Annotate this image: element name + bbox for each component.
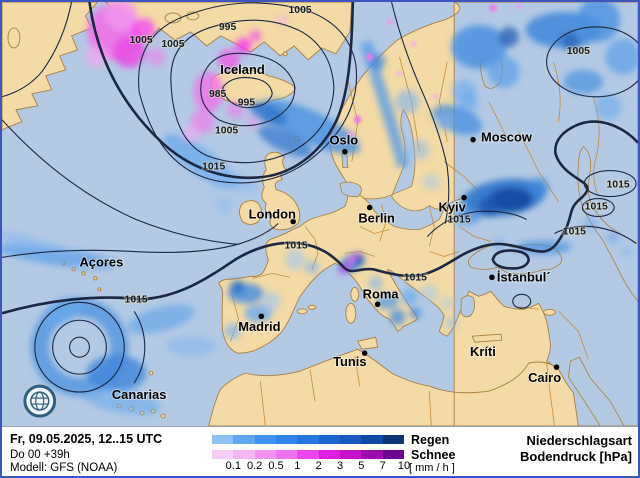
land-greenland (2, 2, 98, 131)
scale-segment (275, 435, 298, 444)
city-dot (258, 313, 265, 320)
scale-tick: 1 (294, 460, 301, 472)
weather-map[interactable]: 995 1005 1005 1005 985 995 1005 1015 1005 1015 101… (2, 2, 638, 426)
scale-segment (212, 450, 234, 459)
city-dot (489, 274, 495, 281)
pressure-label: 1015 (202, 162, 225, 173)
city-label: Moscow (481, 130, 533, 145)
city-label: Cairo (528, 370, 561, 385)
city-dot (366, 204, 373, 211)
precip-rain (2, 2, 638, 415)
land-corsica (350, 286, 360, 302)
scale-tick: 5 (358, 460, 365, 472)
city-label: Berlin (358, 210, 395, 225)
scale-segment (254, 435, 276, 444)
scale-segment (361, 435, 383, 444)
pressure-label: 1005 (215, 126, 238, 137)
city-dot (470, 136, 476, 143)
scale-segment (297, 450, 319, 459)
pressure-label: 1015 (285, 240, 308, 251)
scale-segment (318, 450, 340, 459)
city-dot (553, 364, 560, 370)
rain-label: Regen (411, 433, 450, 447)
unit-label: [ mm / h ] (409, 462, 455, 474)
scale-tick: 0.2 (247, 460, 263, 472)
pressure-label: 1015 (125, 294, 148, 305)
land-sardinia (345, 302, 357, 324)
land-sicily (357, 336, 379, 350)
pressure-label: 1015 (448, 214, 471, 225)
site-logo[interactable] (23, 384, 57, 418)
scale-segment (233, 435, 255, 444)
scale-tick: 0.1 (225, 460, 241, 472)
isobar-bold-north (88, 2, 355, 180)
city-dot (290, 218, 296, 225)
city-dot (461, 194, 467, 201)
scale-segment (339, 450, 362, 459)
city-dot (361, 350, 368, 356)
scale-tick: 10 (397, 460, 411, 472)
scale-tick: 2 (315, 460, 322, 472)
scale-segment (318, 435, 340, 444)
city-label: Oslo (329, 133, 358, 148)
city-label: İstanbul´ (497, 269, 551, 284)
scale-segment (297, 435, 319, 444)
region-label: Canarias (112, 387, 167, 402)
pressure-title: Bodendruck [hPa] (520, 449, 632, 464)
region-label: Açores (79, 254, 123, 269)
scale-tick: 0.5 (268, 460, 284, 472)
land-ireland (239, 200, 262, 225)
pressure-label: 1005 (289, 5, 312, 16)
scale-tick: 7 (379, 460, 386, 472)
scale-segment (382, 450, 404, 459)
sea-skagerrak (339, 181, 362, 198)
snow-label: Schnee (411, 448, 456, 462)
city-label: Madrid (238, 319, 280, 334)
pressure-label: 1005 (130, 35, 153, 46)
region-label: Iceland (220, 62, 265, 77)
scale-tick: 3 (336, 460, 344, 472)
city-label: Roma (363, 286, 400, 301)
scale-segment (275, 450, 298, 459)
inland-seas (339, 56, 638, 426)
isobars (2, 2, 638, 393)
isobar-bold-main (2, 120, 638, 315)
land-crete (471, 333, 503, 343)
snow-color-scale (212, 450, 404, 459)
scale-segment (233, 450, 255, 459)
scale-ticks: 0.1 0.2 0.5 1 2 3 5 7 10 (2, 460, 638, 474)
pressure-label: 995 (238, 98, 256, 109)
legend-panel: Fr, 09.05.2025, 12..15 UTC Do 00 +39h Mo… (2, 426, 638, 476)
pressure-label: 1015 (585, 201, 608, 212)
datetime-label: Fr, 09.05.2025, 12..15 UTC (10, 432, 163, 446)
pressure-label: 1015 (607, 180, 630, 191)
model-label: Modell: GFS (NOAA) (10, 462, 118, 474)
sea-aegean (460, 295, 476, 318)
run-label: Do 00 +39h (10, 449, 70, 461)
pressure-label: 1005 (567, 46, 590, 57)
city-label: London (249, 206, 296, 221)
rain-color-scale (212, 435, 404, 444)
city-label: Tunis (333, 354, 366, 369)
scale-segment (361, 450, 383, 459)
precip-type-title: Niederschlagsart (526, 433, 633, 448)
scale-segment (212, 435, 234, 444)
region-label: Kríti (470, 344, 496, 359)
city-dot (374, 301, 381, 308)
pressure-label: 1015 (563, 226, 586, 237)
pressure-label: 995 (219, 22, 237, 33)
pressure-label: 985 (209, 89, 227, 100)
scale-segment (382, 435, 404, 444)
city-label: Kyiv (439, 199, 467, 214)
scale-segment (339, 435, 362, 444)
scale-segment (254, 450, 276, 459)
sea-red (568, 356, 625, 426)
land-cyprus (543, 308, 556, 316)
pressure-label: 1015 (404, 272, 427, 283)
isobar-bold-marmara (491, 249, 530, 270)
pressure-label: 1005 (161, 39, 184, 50)
city-dot (342, 148, 348, 155)
